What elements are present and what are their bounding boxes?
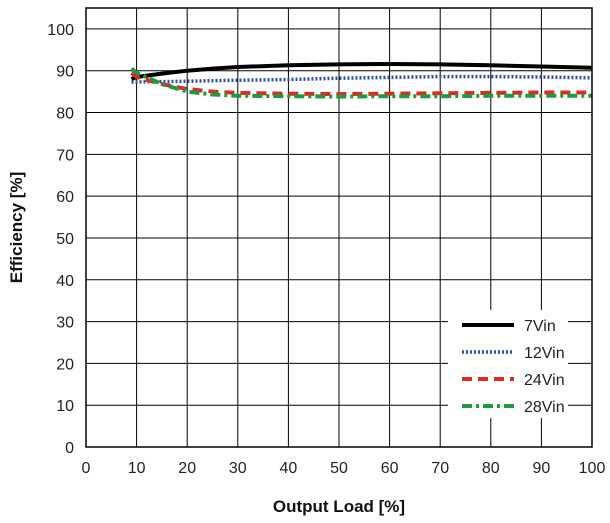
x-tick-label: 40 [280, 460, 298, 477]
y-tick-labels: 0 10 20 30 40 50 60 70 80 90 100 [47, 22, 74, 457]
plot-frame [85, 7, 593, 448]
x-tick-labels: 0 10 20 30 40 50 60 70 80 90 100 [82, 460, 606, 477]
y-axis-title: Efficiency [%] [7, 172, 26, 283]
y-tick-label: 90 [56, 64, 74, 81]
legend-label-7vin: 7Vin [524, 318, 556, 335]
x-tick-label: 100 [579, 460, 606, 477]
legend-label-12vin: 12Vin [524, 345, 565, 362]
series-line-12vin [131, 74, 593, 84]
series-line-7vin [130, 62, 593, 81]
legend-box [448, 310, 568, 418]
y-tick-label: 40 [56, 273, 74, 290]
y-tick-label: 70 [56, 147, 74, 164]
x-tick-label: 70 [431, 460, 449, 477]
x-tick-label: 90 [533, 460, 551, 477]
x-tick-label: 0 [82, 460, 91, 477]
legend-label-28vin: 28Vin [524, 399, 565, 416]
x-tick-label: 50 [330, 460, 348, 477]
x-axis-title: Output Load [%] [273, 497, 405, 516]
x-tick-label: 20 [178, 460, 196, 477]
legend-label-24vin: 24Vin [524, 372, 565, 389]
x-tick-label: 30 [229, 460, 247, 477]
y-tick-label: 60 [56, 189, 74, 206]
y-tick-label: 10 [56, 398, 74, 415]
series-layer [130, 62, 593, 99]
y-tick-label: 50 [56, 231, 74, 248]
series-line-28vin [130, 67, 592, 99]
x-tick-label: 80 [482, 460, 500, 477]
series-line-24vin [130, 71, 592, 97]
y-tick-label: 20 [56, 356, 74, 373]
x-tick-label: 60 [381, 460, 399, 477]
y-tick-label: 80 [56, 106, 74, 123]
y-tick-label: 100 [47, 22, 74, 39]
y-tick-label: 30 [56, 315, 74, 332]
x-tick-label: 10 [128, 460, 146, 477]
legend: 7Vin 12Vin 24Vin 28Vin [448, 310, 568, 418]
y-tick-label: 0 [65, 440, 74, 457]
